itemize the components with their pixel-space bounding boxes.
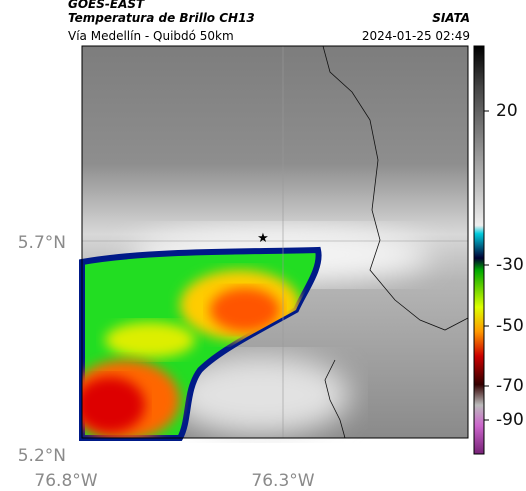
colorbar-tick-label: -70 — [496, 376, 524, 396]
border — [322, 45, 469, 331]
colorbar-tick-label: -30 — [496, 255, 524, 275]
location-marker: ★ — [257, 231, 269, 246]
source: GOES-EAST — [68, 0, 145, 11]
y-label: 5.7°N — [18, 233, 66, 253]
y-label: 5.2°N — [18, 446, 66, 466]
colorbar-tick-label: 20 — [496, 101, 518, 121]
x-label: 76.8°W — [34, 471, 97, 491]
map-area: ★ — [79, 45, 469, 441]
warm-band — [170, 355, 350, 435]
map-frame — [81, 45, 469, 439]
border — [324, 359, 346, 439]
agency: SIATA — [432, 11, 470, 25]
subtitle: Vía Medellín - Quibdó 50km — [68, 29, 234, 43]
x-label: 76.3°W — [251, 471, 314, 491]
colorbar-ticks: 20 -30 -50 -70 -90 — [484, 101, 524, 430]
colorbar-tick-label: -50 — [496, 316, 524, 336]
cloud-core — [82, 270, 300, 438]
colorbar-tick-label: -90 — [496, 410, 524, 430]
colorbar — [473, 45, 485, 455]
title: Temperatura de Brillo CH13 — [68, 11, 255, 25]
timestamp: 2024-01-25 02:49 — [362, 29, 470, 43]
